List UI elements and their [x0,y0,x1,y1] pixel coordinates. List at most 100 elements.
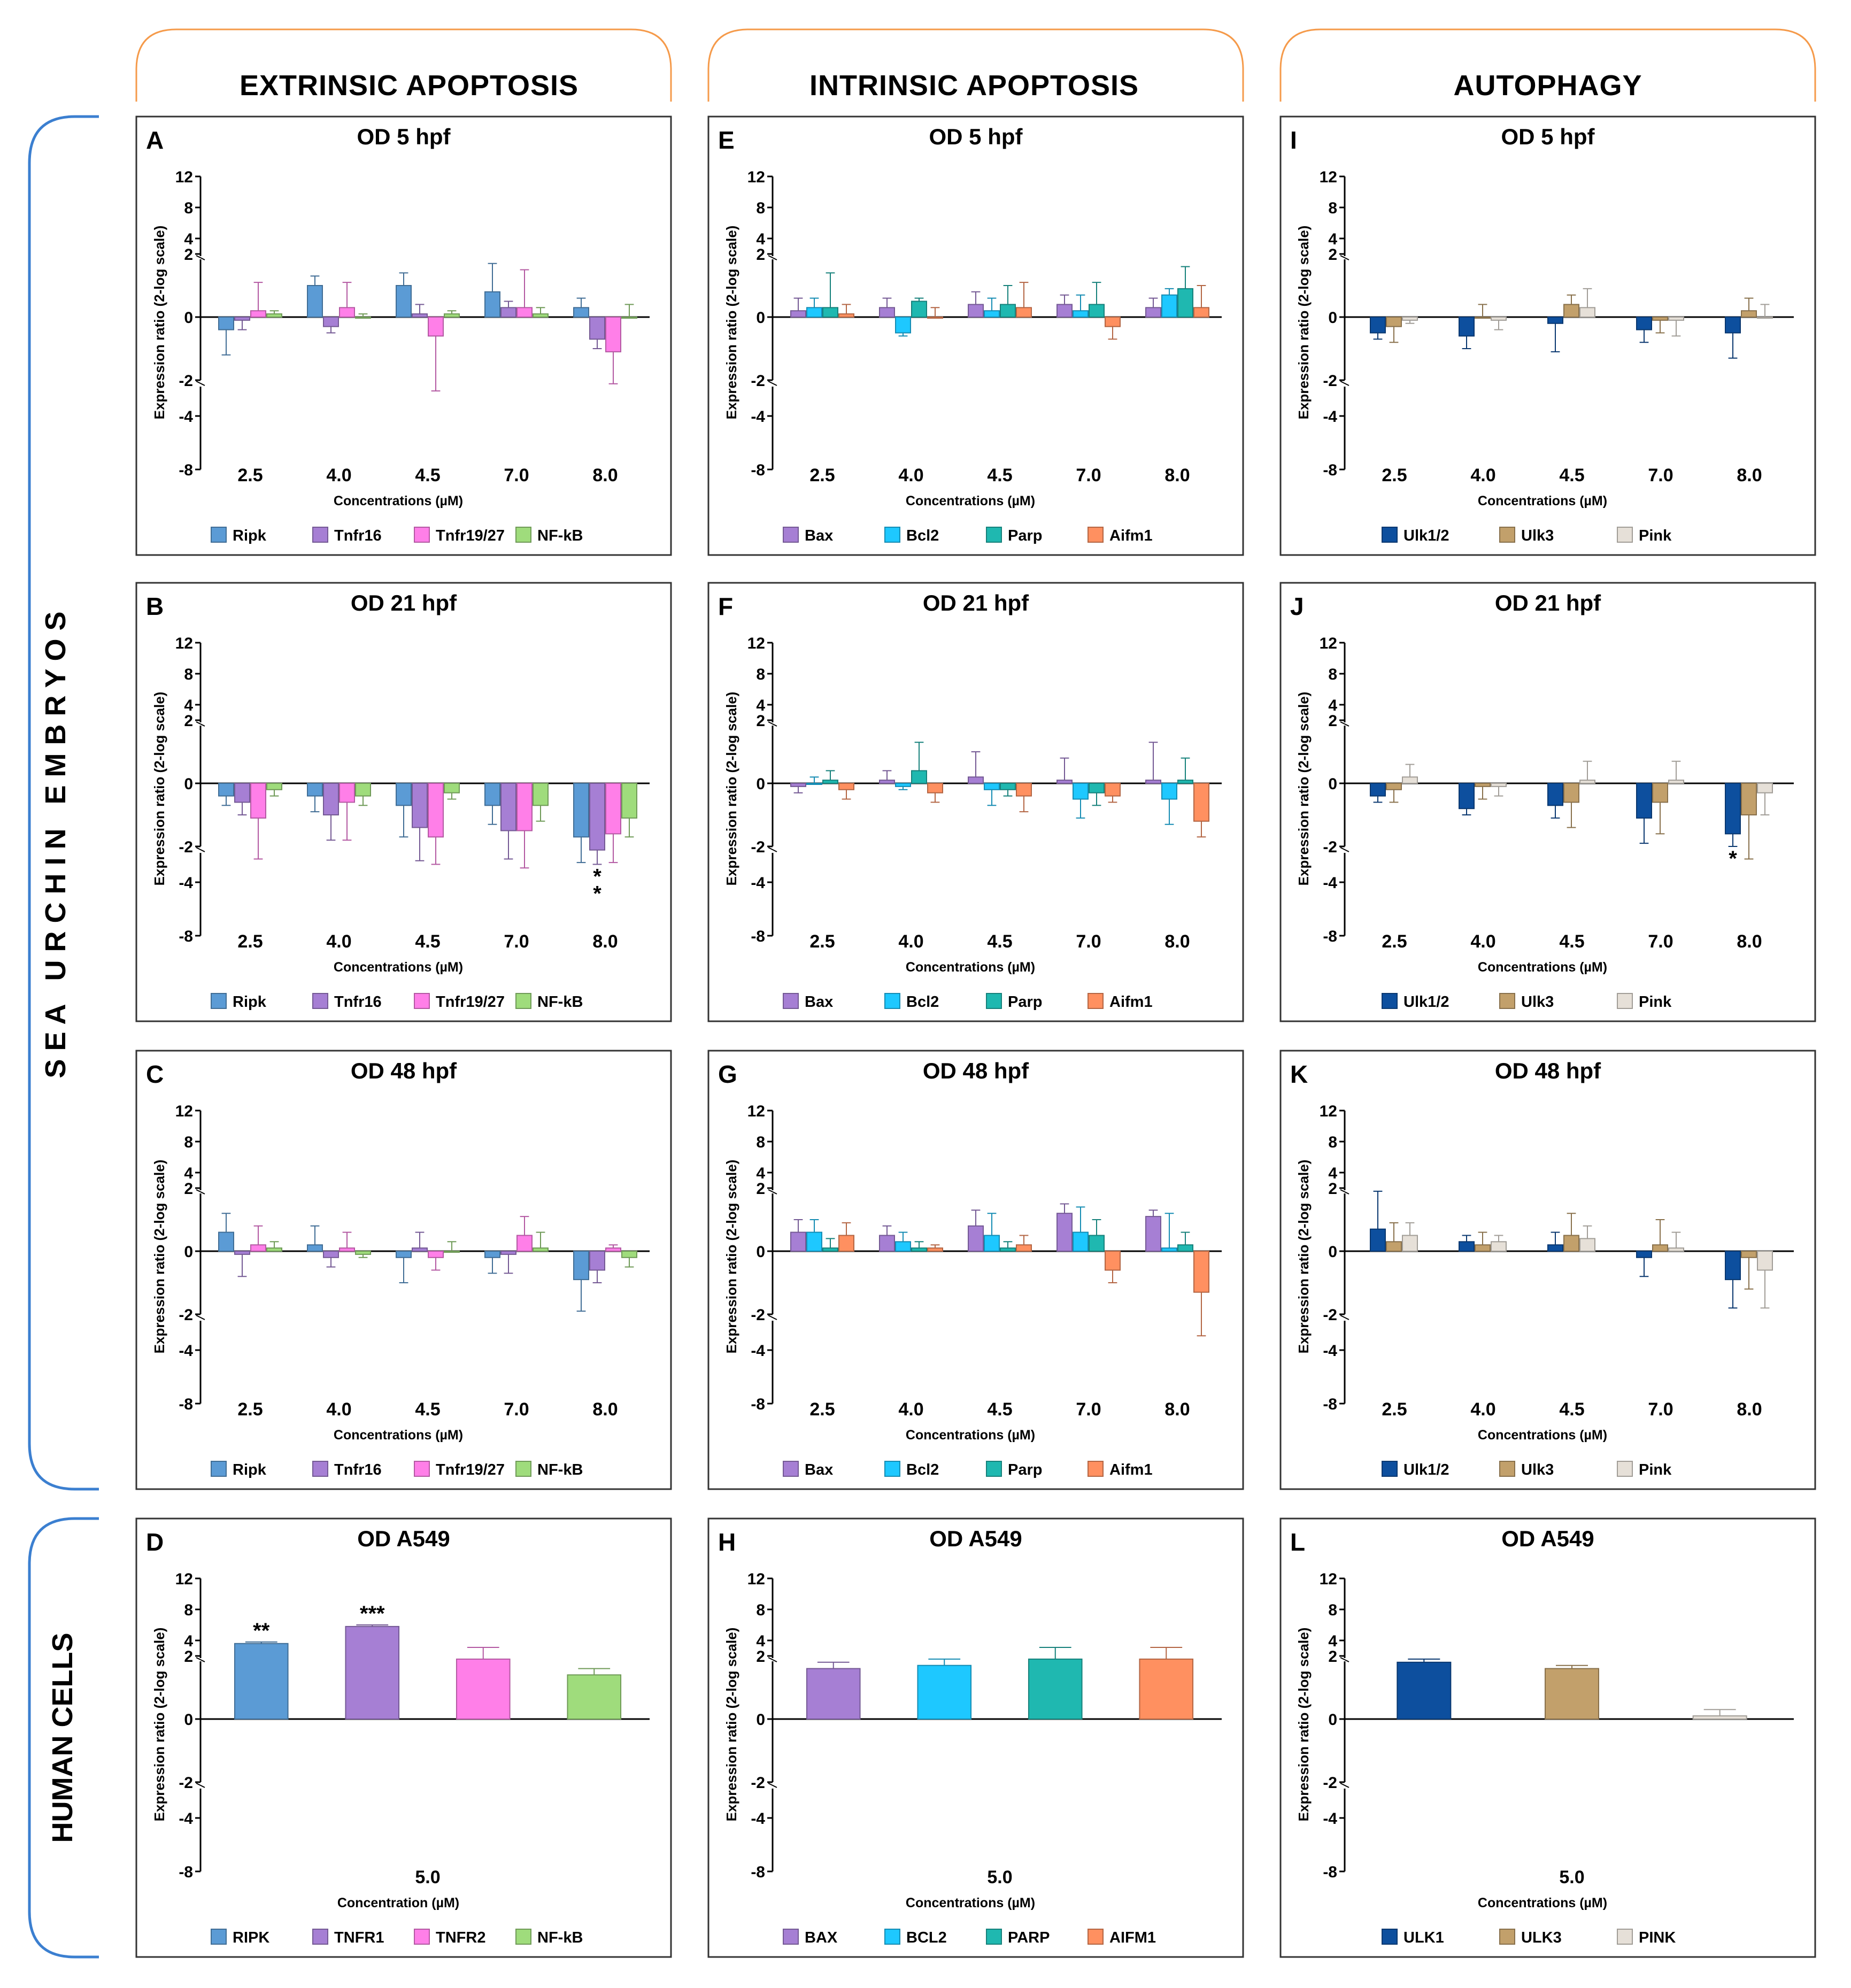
bar-aifm1 [1193,307,1209,318]
bar-bax [1056,780,1073,784]
legend-label: NF-kB [537,527,583,544]
axis-break-mark [768,847,777,852]
x-tick-label: 7.0 [1648,1399,1673,1420]
bar-nf-kb [621,317,637,319]
legend-label: Bcl2 [906,527,939,544]
legend-swatch [1382,1461,1398,1477]
bar-pink [1491,1241,1507,1252]
bar-ripk [484,783,500,806]
legend-label: Tnfr19/27 [436,527,505,544]
y-tick-label: 8 [184,1601,193,1619]
x-tick-label: 4.0 [1470,1399,1495,1420]
panel-title: OD 48 hpf [923,1058,1029,1083]
y-tick-label: 4 [1328,230,1337,248]
legend-swatch [1499,527,1515,543]
bar-tnfr16 [323,783,339,815]
panel-letter: K [1290,1060,1308,1088]
panel-title: OD A549 [1501,1526,1594,1551]
bar-ulk1-2 [1370,783,1386,797]
bar-ulk1-2 [1547,317,1563,324]
bar-ulk3 [1475,783,1491,787]
panel-title: OD A549 [929,1526,1022,1551]
x-axis-label: Concentrations (µM) [1478,1428,1607,1443]
bar-tnfr16 [500,307,516,318]
bar-ulk3 [1386,1241,1402,1252]
significance-marker: ** [253,1619,270,1643]
legend-swatch [1499,1929,1515,1945]
y-tick-label: 2 [756,712,765,730]
legend-label: Ulk1/2 [1403,993,1449,1011]
bar-aifm1 [1105,783,1121,797]
bar-ulk1-2 [1459,1241,1475,1252]
bar-parp [911,770,927,784]
bar-ulk1 [1397,1661,1452,1720]
bar-parp [1089,304,1105,318]
bar-bcl2 [984,1235,1000,1252]
bar-pink [1491,783,1507,787]
bar-tnfr16 [412,313,428,318]
panel-title: OD A549 [357,1526,450,1551]
bar-ulk3 [1545,1668,1599,1720]
y-tick-label: -4 [179,1810,193,1828]
legend-label: Bax [805,1461,833,1478]
y-axis-label: Expression ratio (2-log scale) [151,226,167,420]
y-axis-label: Expression ratio (2-log scale) [723,1160,739,1354]
bar-pink [1757,317,1773,319]
bar-tnfr19-27 [339,783,355,803]
bar-bcl2 [1161,783,1177,800]
y-tick-label: -2 [179,372,193,390]
y-tick-label: -4 [1323,1342,1337,1360]
bar-ripk [396,783,412,806]
legend-swatch [1088,1461,1104,1477]
bar-pink [1668,317,1684,321]
legend-label: Aifm1 [1109,993,1153,1011]
y-tick-label: 0 [1328,775,1337,793]
panel-title: OD 48 hpf [351,1058,457,1083]
legend-label: Aifm1 [1109,1461,1153,1478]
y-tick-label: 2 [756,1180,765,1198]
bar-ulk1-2 [1725,317,1741,334]
bar-bax [879,780,895,784]
bar-ulk1-2 [1370,1228,1386,1252]
y-tick-label: -8 [751,1863,765,1881]
bar-nf-kb [266,1247,282,1252]
panel-frame [707,115,1244,556]
axis-break-mark [1340,847,1349,852]
legend-label: ULK3 [1521,1929,1562,1946]
legend-swatch [986,993,1002,1009]
bar-bcl2 [1161,294,1177,318]
bar-aifm1 [1016,783,1032,797]
y-tick-label: 2 [1328,246,1337,264]
bar-tnfr19-27 [339,307,355,318]
bar-ripk [484,291,500,318]
bar-pink [1491,317,1507,321]
x-tick-label: 5.0 [987,1867,1012,1887]
bar-tnfr19-27 [428,1251,444,1258]
bar-ulk3 [1563,304,1579,318]
bar-ulk3 [1652,783,1668,803]
bar-parp [1177,1244,1193,1252]
bar-nf-kb [444,313,460,318]
legend-swatch [1499,1461,1515,1477]
bar-parp [911,1247,927,1252]
y-tick-label: 8 [756,666,765,683]
bar-nf-kb [621,1251,637,1258]
bar-bax [879,1235,895,1252]
bar-parp [1028,1658,1083,1720]
bar-nf-kb [355,317,371,319]
panel-frame [1279,115,1816,556]
panel-title: OD 48 hpf [1495,1058,1601,1083]
bar-tnfr19-27 [516,1235,533,1252]
legend-label: Pink [1639,527,1672,544]
bar-ripk [234,1643,289,1720]
y-tick-label: 12 [747,1103,765,1120]
bar-bax [879,307,895,318]
panel-G: G OD 48 hpf 12 8 42 0 -2 -4 -8 Expression ratio (… [707,1050,1244,1490]
legend-swatch [211,1929,227,1945]
panel-letter: C [146,1060,164,1088]
y-tick-label: 0 [184,1711,193,1729]
bar-bcl2 [1161,1247,1177,1252]
bar-tnfr16 [323,317,339,327]
x-tick-label: 2.5 [1382,1399,1407,1420]
bar-bax [790,1231,806,1252]
